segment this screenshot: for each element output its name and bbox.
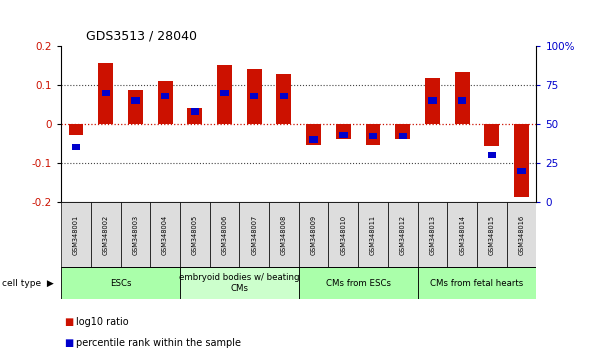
- Text: GSM348006: GSM348006: [222, 215, 227, 255]
- Bar: [455, 73, 470, 124]
- Bar: [458, 97, 466, 104]
- Bar: [417, 202, 447, 267]
- Bar: [277, 74, 291, 124]
- Text: GSM348016: GSM348016: [519, 215, 525, 255]
- Bar: [329, 202, 358, 267]
- Bar: [306, 124, 321, 145]
- Text: GSM348009: GSM348009: [310, 215, 316, 255]
- Text: cell type  ▶: cell type ▶: [2, 279, 54, 288]
- Bar: [61, 202, 91, 267]
- Text: GSM348008: GSM348008: [281, 215, 287, 255]
- Bar: [280, 93, 288, 99]
- Text: GSM348012: GSM348012: [400, 215, 406, 255]
- Bar: [158, 81, 172, 124]
- Bar: [61, 267, 180, 299]
- Bar: [131, 97, 139, 104]
- Bar: [191, 108, 199, 115]
- Text: GSM348013: GSM348013: [430, 215, 436, 255]
- Text: ■: ■: [64, 338, 73, 348]
- Bar: [358, 202, 388, 267]
- Bar: [221, 90, 229, 96]
- Text: GSM348002: GSM348002: [103, 215, 109, 255]
- Text: GSM348005: GSM348005: [192, 215, 198, 255]
- Bar: [477, 202, 507, 267]
- Bar: [417, 267, 536, 299]
- Bar: [91, 202, 120, 267]
- Bar: [336, 124, 351, 139]
- Bar: [488, 152, 496, 158]
- Bar: [180, 267, 299, 299]
- Bar: [250, 93, 258, 99]
- Bar: [101, 90, 110, 96]
- Bar: [299, 267, 418, 299]
- Bar: [188, 108, 202, 124]
- Text: CMs from ESCs: CMs from ESCs: [326, 279, 390, 288]
- Bar: [428, 97, 437, 104]
- Bar: [72, 144, 80, 150]
- Text: GSM348001: GSM348001: [73, 215, 79, 255]
- Bar: [310, 136, 318, 143]
- Text: embryoid bodies w/ beating
CMs: embryoid bodies w/ beating CMs: [179, 274, 299, 293]
- Bar: [240, 202, 269, 267]
- Bar: [161, 93, 169, 99]
- Bar: [339, 132, 348, 138]
- Text: GSM348014: GSM348014: [459, 215, 465, 255]
- Bar: [365, 124, 381, 145]
- Text: ■: ■: [64, 317, 73, 327]
- Bar: [120, 202, 150, 267]
- Bar: [447, 202, 477, 267]
- Bar: [369, 133, 377, 139]
- Bar: [128, 90, 143, 124]
- Text: ESCs: ESCs: [110, 279, 131, 288]
- Bar: [507, 202, 536, 267]
- Bar: [269, 202, 299, 267]
- Text: GSM348003: GSM348003: [133, 215, 138, 255]
- Bar: [217, 65, 232, 124]
- Bar: [210, 202, 240, 267]
- Bar: [388, 202, 417, 267]
- Bar: [425, 78, 440, 124]
- Bar: [247, 69, 262, 124]
- Bar: [180, 202, 210, 267]
- Bar: [398, 133, 407, 139]
- Bar: [395, 124, 410, 139]
- Bar: [485, 124, 499, 147]
- Text: GSM348015: GSM348015: [489, 215, 495, 255]
- Bar: [68, 124, 83, 135]
- Bar: [299, 202, 329, 267]
- Bar: [514, 124, 529, 197]
- Text: GSM348007: GSM348007: [251, 215, 257, 255]
- Text: percentile rank within the sample: percentile rank within the sample: [76, 338, 241, 348]
- Bar: [150, 202, 180, 267]
- Bar: [518, 167, 525, 174]
- Text: GSM348011: GSM348011: [370, 215, 376, 255]
- Text: CMs from fetal hearts: CMs from fetal hearts: [430, 279, 524, 288]
- Text: GSM348010: GSM348010: [340, 215, 346, 255]
- Bar: [98, 63, 113, 124]
- Text: GSM348004: GSM348004: [162, 215, 168, 255]
- Text: GDS3513 / 28040: GDS3513 / 28040: [86, 29, 197, 42]
- Text: log10 ratio: log10 ratio: [76, 317, 129, 327]
